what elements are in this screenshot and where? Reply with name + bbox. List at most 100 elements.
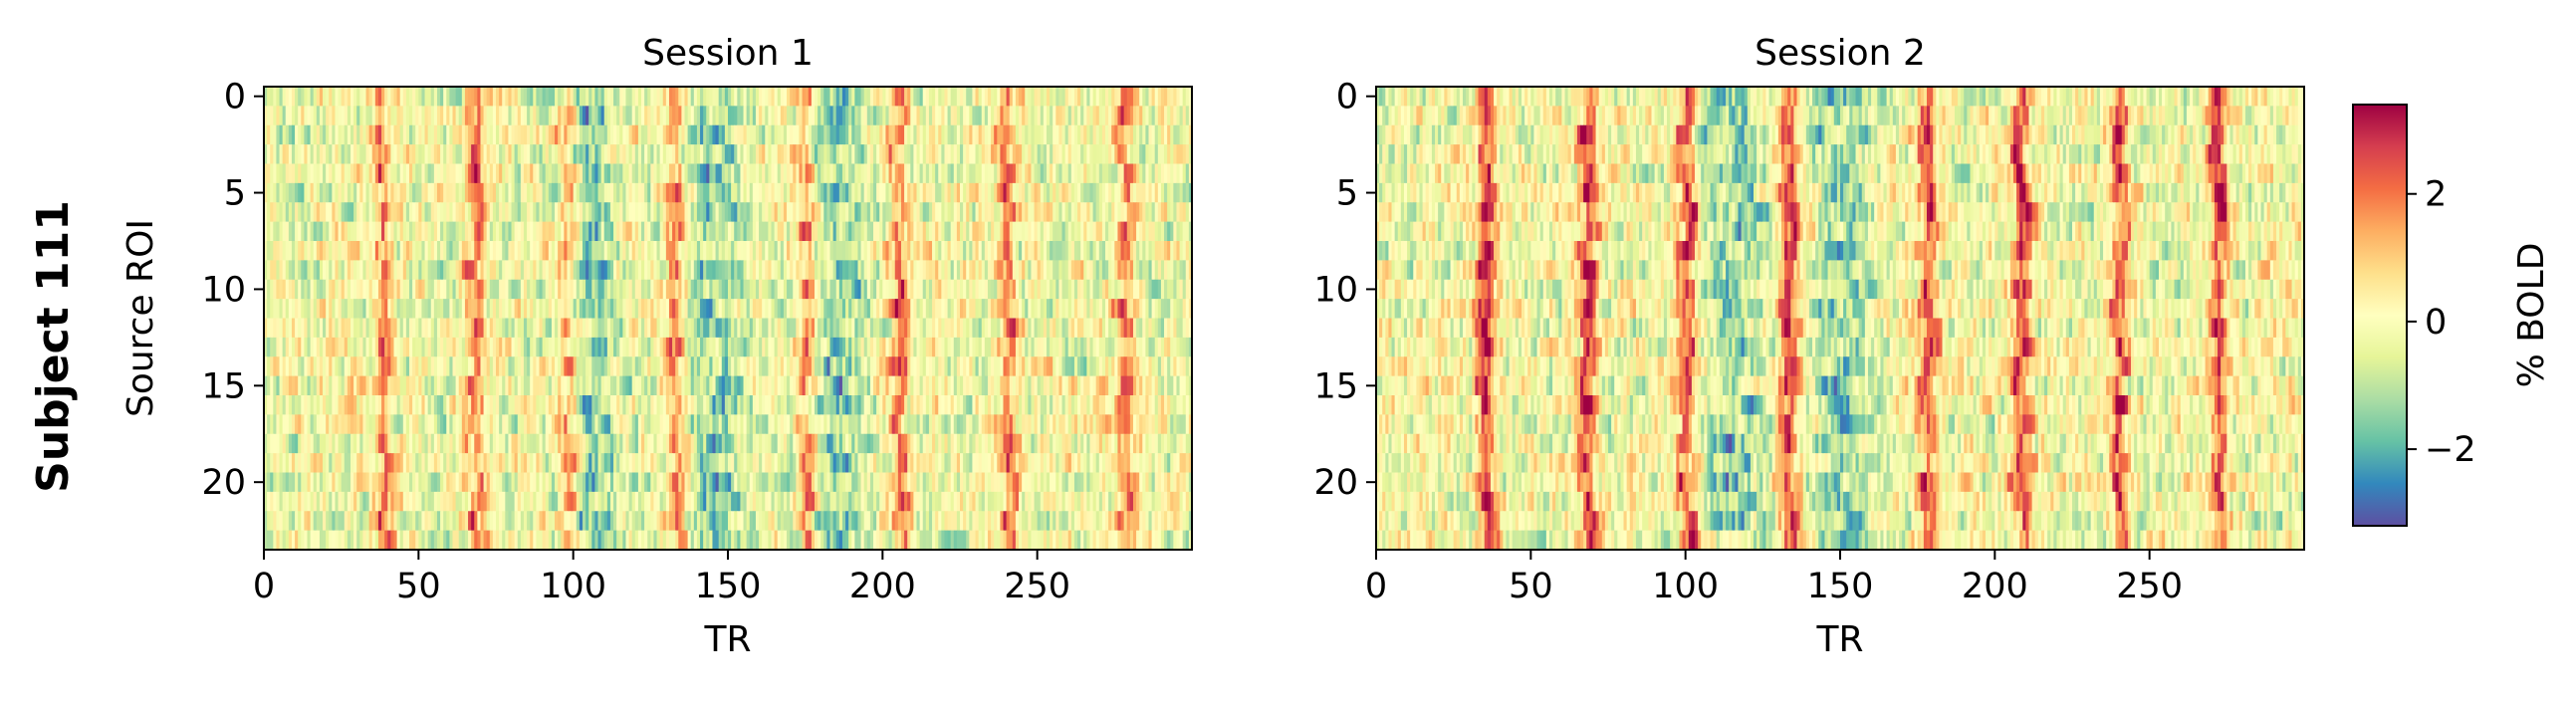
heatmap-cell — [854, 375, 859, 396]
heatmap-cell — [514, 182, 519, 203]
heatmap-cell — [969, 221, 974, 242]
heatmap-cell — [963, 241, 967, 261]
heatmap-cell — [734, 318, 738, 339]
heatmap-cell — [869, 375, 874, 396]
heatmap-cell — [762, 356, 766, 377]
heatmap-cell — [941, 337, 946, 357]
heatmap-cell — [665, 337, 670, 357]
heatmap-cell — [826, 221, 831, 242]
heatmap-cell — [991, 241, 995, 261]
heatmap-cell — [1123, 87, 1128, 107]
heatmap-cell — [567, 337, 572, 357]
heatmap-cell — [619, 144, 623, 165]
heatmap-cell — [960, 318, 964, 339]
heatmap-cell — [335, 241, 340, 261]
heatmap-cell — [582, 124, 586, 145]
heatmap-cell — [960, 106, 964, 126]
heatmap-cell — [1064, 337, 1069, 357]
heatmap-cell — [904, 182, 908, 203]
heatmap-cell — [1142, 182, 1146, 203]
heatmap-cell — [1003, 375, 1008, 396]
heatmap-cell — [381, 144, 385, 165]
heatmap-cell — [1095, 202, 1100, 223]
heatmap-cell — [1003, 260, 1008, 281]
heatmap-cell — [1080, 202, 1084, 223]
heatmap-cell — [1037, 375, 1042, 396]
heatmap-cell — [928, 375, 933, 396]
heatmap-cell — [323, 221, 327, 242]
heatmap-cell — [1061, 182, 1066, 203]
heatmap-cell — [1034, 279, 1039, 300]
heatmap-cell — [869, 241, 874, 261]
heatmap-cell — [743, 241, 748, 261]
heatmap-cell — [1185, 375, 1190, 396]
heatmap-cell — [1092, 356, 1097, 377]
heatmap-cell — [752, 356, 757, 377]
heatmap-cell — [1182, 202, 1187, 223]
heatmap-cell — [1145, 124, 1150, 145]
heatmap-cell — [1046, 124, 1051, 145]
heatmap-cell — [597, 260, 602, 281]
heatmap-cell — [1058, 221, 1063, 242]
heatmap-cell — [969, 124, 974, 145]
heatmap-cell — [323, 375, 327, 396]
heatmap-cell — [1157, 87, 1162, 107]
heatmap-cell — [869, 106, 874, 126]
heatmap-cell — [672, 221, 676, 242]
heatmap-cell — [1120, 375, 1125, 396]
heatmap-cell — [368, 182, 373, 203]
heatmap-cell — [393, 356, 398, 377]
heatmap-cell — [703, 375, 707, 396]
heatmap-cell — [1064, 202, 1069, 223]
heatmap-cell — [665, 106, 670, 126]
heatmap-cell — [362, 163, 367, 184]
heatmap-cell — [975, 318, 980, 339]
heatmap-cell — [826, 318, 831, 339]
heatmap-cell — [1040, 260, 1045, 281]
heatmap-cell — [564, 124, 569, 145]
heatmap-cell — [913, 356, 918, 377]
heatmap-cell — [743, 299, 748, 320]
heatmap-cell — [841, 318, 846, 339]
heatmap-cell — [1009, 87, 1014, 107]
heatmap-cell — [907, 87, 911, 107]
heatmap-cell — [1098, 318, 1103, 339]
heatmap-cell — [1173, 163, 1178, 184]
heatmap-cell — [625, 299, 630, 320]
heatmap-cell — [1114, 202, 1119, 223]
heatmap-cell — [301, 144, 305, 165]
heatmap-cell — [1025, 144, 1029, 165]
heatmap-cell — [932, 318, 936, 339]
heatmap-cell — [412, 202, 416, 223]
heatmap-cell — [353, 356, 357, 377]
heatmap-cell — [910, 375, 914, 396]
heatmap-cell — [820, 221, 824, 242]
heatmap-cell — [994, 124, 998, 145]
heatmap-cell — [356, 124, 360, 145]
heatmap-cell — [963, 163, 967, 184]
heatmap-cell — [783, 221, 788, 242]
heatmap-cell — [530, 241, 534, 261]
heatmap-cell — [613, 356, 617, 377]
heatmap-cell — [941, 182, 946, 203]
heatmap-cell — [1132, 279, 1137, 300]
heatmap-cell — [1083, 279, 1087, 300]
heatmap-cell — [969, 356, 974, 377]
heatmap-cell — [316, 279, 321, 300]
heatmap-cell — [724, 279, 729, 300]
heatmap-cell — [436, 124, 441, 145]
heatmap-cell — [913, 299, 918, 320]
heatmap-cell — [1157, 163, 1162, 184]
heatmap-cell — [1129, 356, 1134, 377]
heatmap-cell — [517, 124, 522, 145]
heatmap-cell — [703, 163, 707, 184]
heatmap-cell — [520, 202, 525, 223]
heatmap-cell — [489, 279, 494, 300]
heatmap-cell — [944, 299, 949, 320]
heatmap-cell — [1040, 106, 1045, 126]
heatmap-cell — [1120, 337, 1125, 357]
heatmap-cell — [709, 395, 714, 415]
heatmap-cell — [396, 241, 401, 261]
heatmap-cell — [1034, 87, 1039, 107]
heatmap-cell — [474, 299, 478, 320]
